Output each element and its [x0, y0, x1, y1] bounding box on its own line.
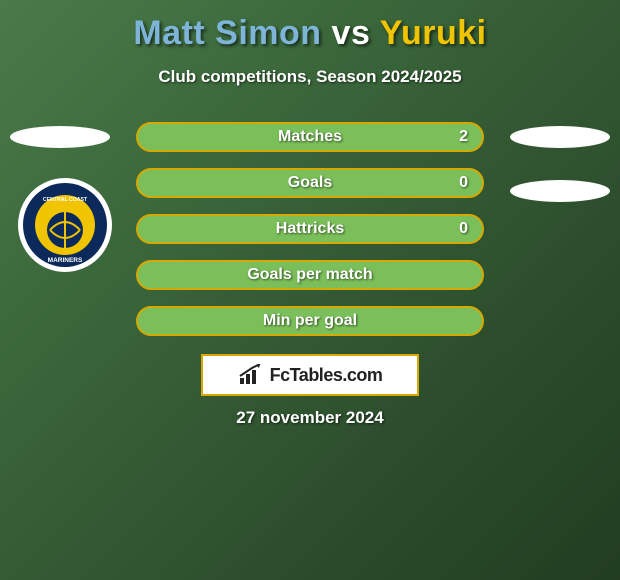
stat-label: Goals per match [247, 266, 372, 284]
stat-value: 0 [459, 174, 468, 192]
stat-bar-goals-per-match: Goals per match [136, 260, 484, 290]
player-left-placeholder [10, 126, 110, 148]
title-right-name: Yuruki [380, 14, 487, 52]
title-vs: vs [332, 14, 380, 52]
stat-bars: Matches 2 Goals 0 Hattricks 0 Goals per … [136, 122, 484, 352]
stat-bar-min-per-goal: Min per goal [136, 306, 484, 336]
stat-label: Hattricks [276, 220, 344, 238]
stat-label: Goals [288, 174, 332, 192]
stat-bar-hattricks: Hattricks 0 [136, 214, 484, 244]
svg-text:MARINERS: MARINERS [48, 257, 83, 264]
stat-label: Matches [278, 128, 342, 146]
stat-bar-goals: Goals 0 [136, 168, 484, 198]
svg-text:CENTRAL COAST: CENTRAL COAST [43, 197, 88, 203]
comparison-card: Matt Simon vs Yuruki Club competitions, … [0, 0, 620, 580]
title-left-name: Matt Simon [133, 14, 321, 52]
club-logo-left: CENTRAL COAST MARINERS [18, 178, 112, 272]
subtitle: Club competitions, Season 2024/2025 [0, 67, 620, 87]
player-right-placeholder-2 [510, 180, 610, 202]
page-title: Matt Simon vs Yuruki [0, 0, 620, 53]
stat-value: 2 [459, 128, 468, 146]
player-right-placeholder-1 [510, 126, 610, 148]
date-label: 27 november 2024 [0, 408, 620, 428]
mariners-logo-icon: CENTRAL COAST MARINERS [22, 182, 108, 268]
bar-chart-icon [238, 364, 264, 386]
brand-text: FcTables.com [270, 365, 383, 386]
stat-bar-matches: Matches 2 [136, 122, 484, 152]
brand-badge: FcTables.com [201, 354, 419, 396]
stat-label: Min per goal [263, 312, 357, 330]
stat-value: 0 [459, 220, 468, 238]
